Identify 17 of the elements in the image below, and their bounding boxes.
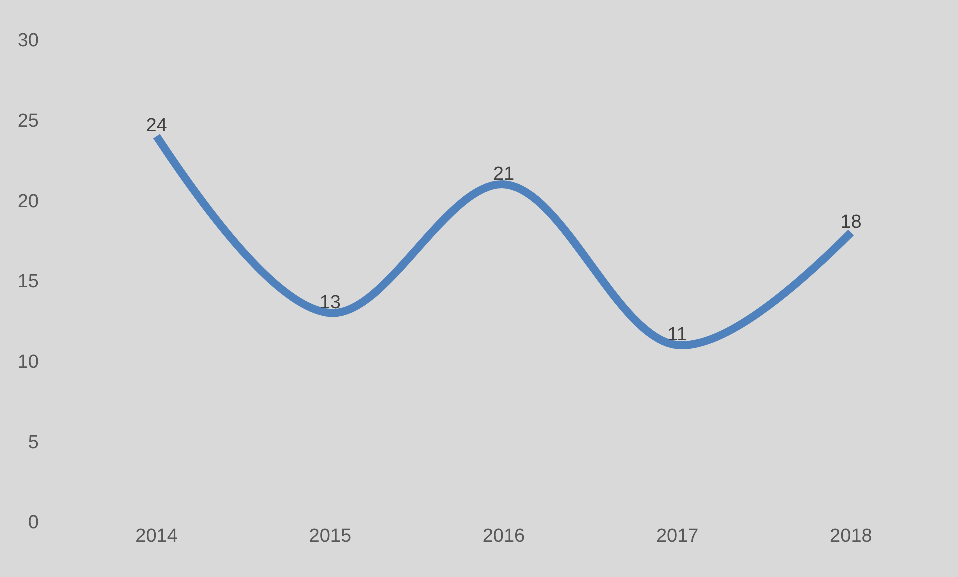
y-tick-label: 20	[18, 191, 39, 212]
y-tick-label: 0	[28, 512, 39, 534]
data-label: 13	[320, 292, 341, 314]
y-tick-label: 25	[18, 110, 39, 132]
y-tick-label: 15	[18, 272, 39, 293]
data-label: 21	[493, 164, 515, 185]
data-label: 24	[146, 116, 168, 137]
y-tick-label: 5	[28, 432, 39, 454]
x-tick-label: 2018	[830, 526, 872, 547]
data-label: 18	[840, 212, 862, 234]
x-tick-label: 2016	[482, 526, 526, 547]
x-tick-label: 2015	[309, 526, 352, 547]
y-tick-label: 30	[18, 30, 39, 52]
x-tick-label: 2014	[136, 526, 178, 547]
data-label: 11	[668, 324, 688, 346]
y-tick-label: 10	[18, 352, 39, 373]
x-tick-label: 2017	[656, 526, 699, 547]
